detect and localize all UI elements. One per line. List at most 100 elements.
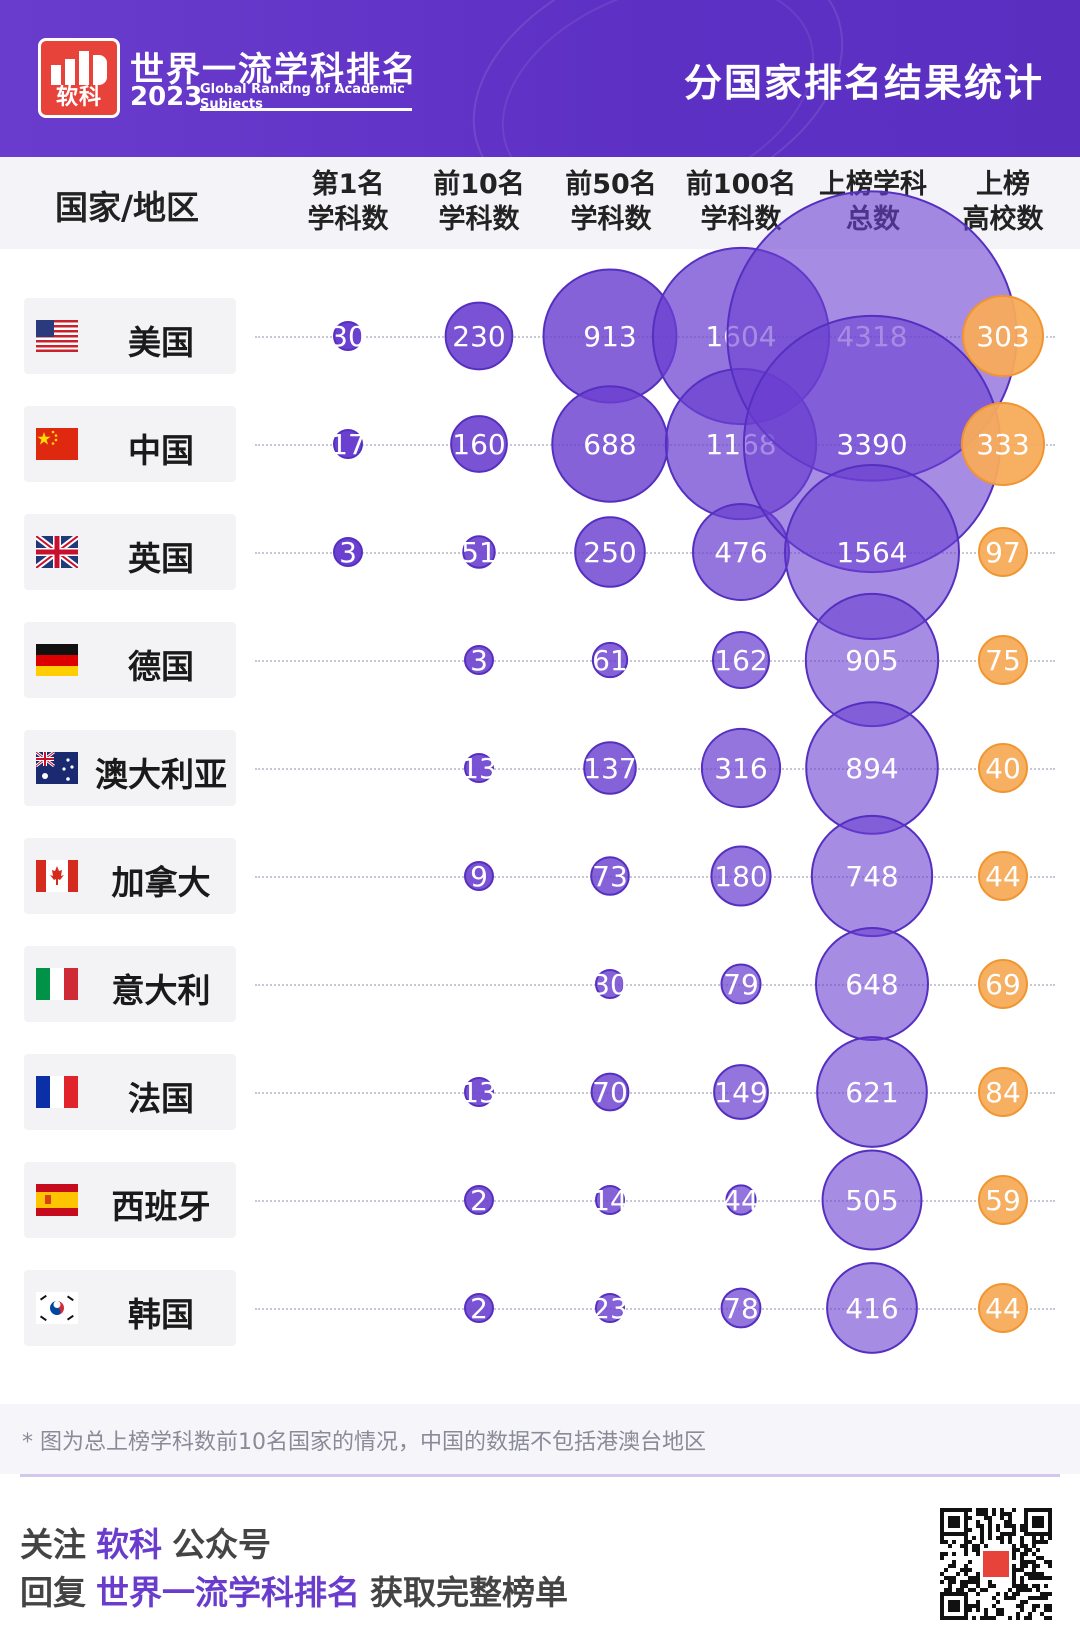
header-banner: 软科 世界一流学科排名 2023 Global Ranking of Acade…: [0, 0, 1080, 157]
data-label: 73: [592, 860, 628, 893]
es-flag-icon: [36, 1184, 78, 1216]
bubble-circle: [464, 753, 494, 783]
fr-flag-icon: [36, 1076, 78, 1108]
country-name: 韩国: [128, 1295, 194, 1334]
bubble: 61: [591, 641, 629, 679]
column-header-top10: 前10名 学科数: [433, 169, 525, 235]
row-label: 意大利: [24, 946, 236, 1022]
data-label: 44: [723, 1184, 759, 1217]
footnote: * 图为总上榜学科数前10名国家的情况，中国的数据不包括港澳台地区: [22, 1430, 706, 1455]
reply-line: 回复 世界一流学科排名 获取完整榜单: [20, 1566, 568, 1614]
bubble-circle: [700, 727, 782, 809]
bubble: 78: [720, 1287, 762, 1329]
bubble-circle: [710, 845, 772, 907]
data-label: 2: [470, 1292, 488, 1325]
data-label: 648: [845, 968, 898, 1001]
bubble: 23: [592, 1292, 628, 1325]
footnote-box: * 图为总上榜学科数前10名国家的情况，中国的数据不包括港澳台地区: [0, 1404, 1080, 1474]
bubble-circle: [333, 321, 363, 351]
country-name: 西班牙: [111, 1187, 211, 1226]
bubble-circle: [821, 1149, 923, 1251]
follow-line: 关注 软科 公众号: [20, 1518, 271, 1566]
column-header-top100: 前100名 学科数: [685, 169, 797, 235]
data-label: 149: [714, 1076, 767, 1109]
bubble-circle: [462, 535, 496, 569]
bubble-circle: [333, 537, 363, 567]
row-guide-line: [255, 984, 1055, 986]
bubble: 149: [713, 1064, 769, 1120]
bubble: 59: [978, 1175, 1028, 1225]
bubble: 73: [590, 856, 630, 896]
bubble-circle: [583, 741, 637, 795]
reply-keyword[interactable]: 世界一流学科排名: [96, 1573, 360, 1612]
follow-account[interactable]: 软科: [96, 1525, 162, 1564]
country-name: 美国: [128, 323, 194, 362]
data-label: 84: [985, 1076, 1021, 1109]
data-label: 51: [461, 536, 497, 569]
country-name: 德国: [128, 647, 194, 686]
row-guide-line: [255, 1308, 1055, 1310]
row-label: 西班牙: [24, 1162, 236, 1238]
bubble: 97: [978, 527, 1028, 577]
bubble: 505: [821, 1149, 923, 1251]
bubble: 2: [464, 1184, 494, 1217]
data-label: 333: [976, 428, 1029, 461]
bubble-circle: [464, 1077, 494, 1107]
bubble: 303: [961, 294, 1045, 378]
data-label: 61: [592, 644, 628, 677]
bubble: 44: [978, 851, 1028, 901]
bubble: 2: [464, 1292, 494, 1325]
follow-suffix: 公众号: [172, 1525, 271, 1564]
data-label: 162: [714, 644, 767, 677]
bubble: 137: [583, 741, 637, 795]
country-name: 法国: [128, 1079, 194, 1118]
data-label: 13: [461, 752, 497, 785]
data-label: 688: [583, 428, 636, 461]
country-column-header: 国家/地区: [55, 188, 200, 227]
row-label: 英国: [24, 514, 236, 590]
qr-code[interactable]: [940, 1508, 1052, 1620]
data-label: 137: [583, 752, 636, 785]
row-label: 韩国: [24, 1270, 236, 1346]
data-label: 3: [470, 644, 488, 677]
data-label: 913: [583, 320, 636, 353]
bubble-circle: [978, 851, 1028, 901]
bubble-circle: [720, 963, 762, 1005]
data-label: 2: [470, 1184, 488, 1217]
bubble: 13: [461, 752, 497, 785]
column-header-universities: 上榜 高校数: [962, 169, 1044, 235]
bubble-circle: [713, 1064, 769, 1120]
bubble: 1564: [783, 463, 961, 641]
data-label: 97: [985, 536, 1021, 569]
divider: [20, 1474, 1060, 1477]
row-label: 美国: [24, 298, 236, 374]
data-label: 3390: [836, 428, 907, 461]
data-label: 40: [985, 752, 1021, 785]
bubble: 84: [978, 1067, 1028, 1117]
bubble-circle: [595, 969, 625, 999]
bubble: 51: [461, 535, 497, 569]
row-label: 澳大利亚: [24, 730, 236, 806]
bubble-circle: [978, 743, 1028, 793]
bubble-circle: [595, 1293, 625, 1323]
it-flag-icon: [36, 968, 78, 1000]
bubble: 69: [978, 959, 1028, 1009]
gb-flag-icon: [36, 536, 78, 568]
us-flag-icon: [36, 320, 78, 352]
data-label: 894: [845, 752, 898, 785]
data-label: 3: [339, 536, 357, 569]
bubble-circle: [464, 645, 494, 675]
page-title: 分国家排名结果统计: [683, 61, 1044, 105]
bubble: 9: [464, 860, 494, 893]
row-label: 中国: [24, 406, 236, 482]
data-label: 416: [845, 1292, 898, 1325]
data-label: 9: [470, 860, 488, 893]
bubble-circle: [333, 429, 363, 459]
bubble-circle: [595, 1185, 625, 1215]
brand-underline: [200, 108, 412, 111]
row-guide-line: [255, 768, 1055, 770]
logo-bars-icon: [51, 51, 109, 85]
bubble-circle: [725, 1184, 757, 1216]
data-label: 59: [985, 1184, 1021, 1217]
country-name: 澳大利亚: [95, 755, 227, 794]
